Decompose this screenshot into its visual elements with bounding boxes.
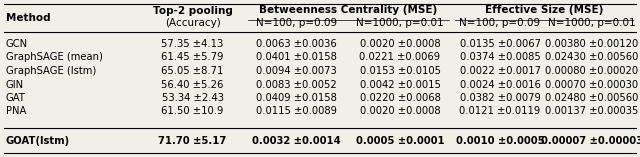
Text: 61.45 ±5.79: 61.45 ±5.79 (161, 52, 224, 62)
Text: 0.0135 ±0.0067: 0.0135 ±0.0067 (460, 39, 541, 49)
Text: 0.0153 ±0.0105: 0.0153 ±0.0105 (360, 66, 440, 76)
Text: N=1000, p=0.01: N=1000, p=0.01 (548, 18, 636, 28)
Text: Method: Method (6, 13, 51, 23)
Text: N=1000, p=0.01: N=1000, p=0.01 (356, 18, 444, 28)
Text: 71.70 ±5.17: 71.70 ±5.17 (158, 136, 227, 146)
Text: 0.0010 ±0.0005: 0.0010 ±0.0005 (456, 136, 544, 146)
Text: 0.0063 ±0.0036: 0.0063 ±0.0036 (256, 39, 337, 49)
Text: 0.02430 ±0.00560: 0.02430 ±0.00560 (545, 52, 639, 62)
Text: 53.34 ±2.43: 53.34 ±2.43 (161, 93, 223, 103)
Text: 65.05 ±8.71: 65.05 ±8.71 (161, 66, 224, 76)
Text: 0.0005 ±0.0001: 0.0005 ±0.0001 (356, 136, 444, 146)
Text: Top-2 pooling: Top-2 pooling (152, 6, 232, 16)
Text: 0.0083 ±0.0052: 0.0083 ±0.0052 (256, 79, 337, 89)
Text: 0.0382 ±0.0079: 0.0382 ±0.0079 (460, 93, 540, 103)
Text: 0.0020 ±0.0008: 0.0020 ±0.0008 (360, 39, 440, 49)
Text: 61.50 ±10.9: 61.50 ±10.9 (161, 106, 224, 116)
Text: PNA: PNA (6, 106, 26, 116)
Text: 0.0374 ±0.0085: 0.0374 ±0.0085 (460, 52, 540, 62)
Text: GraphSAGE (mean): GraphSAGE (mean) (6, 52, 103, 62)
Text: 56.40 ±5.26: 56.40 ±5.26 (161, 79, 224, 89)
Text: (Accuracy): (Accuracy) (164, 18, 220, 28)
Text: 0.0094 ±0.0073: 0.0094 ±0.0073 (256, 66, 337, 76)
Text: 0.0042 ±0.0015: 0.0042 ±0.0015 (360, 79, 440, 89)
Text: GraphSAGE (lstm): GraphSAGE (lstm) (6, 66, 96, 76)
Text: 0.0024 ±0.0016: 0.0024 ±0.0016 (460, 79, 540, 89)
Text: 0.0121 ±0.0119: 0.0121 ±0.0119 (460, 106, 541, 116)
Text: Effective Size (MSE): Effective Size (MSE) (485, 5, 603, 15)
Text: 0.0401 ±0.0158: 0.0401 ±0.0158 (256, 52, 337, 62)
Text: 0.00380 ±0.00120: 0.00380 ±0.00120 (545, 39, 639, 49)
Text: GCN: GCN (6, 39, 28, 49)
Text: 0.00007 ±0.00003: 0.00007 ±0.00003 (541, 136, 640, 146)
Text: Betweenness Centrality (MSE): Betweenness Centrality (MSE) (259, 5, 438, 15)
Text: 0.00080 ±0.00020: 0.00080 ±0.00020 (545, 66, 639, 76)
Text: 0.0022 ±0.0017: 0.0022 ±0.0017 (460, 66, 541, 76)
Text: 0.0409 ±0.0158: 0.0409 ±0.0158 (256, 93, 337, 103)
Text: GAT: GAT (6, 93, 26, 103)
Text: GOAT(lstm): GOAT(lstm) (6, 136, 70, 146)
Text: 0.0032 ±0.0014: 0.0032 ±0.0014 (252, 136, 341, 146)
Text: GIN: GIN (6, 79, 24, 89)
Text: 0.02480 ±0.00560: 0.02480 ±0.00560 (545, 93, 639, 103)
Text: 0.0020 ±0.0008: 0.0020 ±0.0008 (360, 106, 440, 116)
Text: N=100, p=0.09: N=100, p=0.09 (460, 18, 541, 28)
Text: 0.0115 ±0.0089: 0.0115 ±0.0089 (256, 106, 337, 116)
Text: N=100, p=0.09: N=100, p=0.09 (256, 18, 337, 28)
Text: 0.00137 ±0.00035: 0.00137 ±0.00035 (545, 106, 639, 116)
Text: 0.00070 ±0.00030: 0.00070 ±0.00030 (545, 79, 639, 89)
Text: 57.35 ±4.13: 57.35 ±4.13 (161, 39, 223, 49)
Text: 0.0221 ±0.0069: 0.0221 ±0.0069 (360, 52, 440, 62)
Text: 0.0220 ±0.0068: 0.0220 ±0.0068 (360, 93, 440, 103)
